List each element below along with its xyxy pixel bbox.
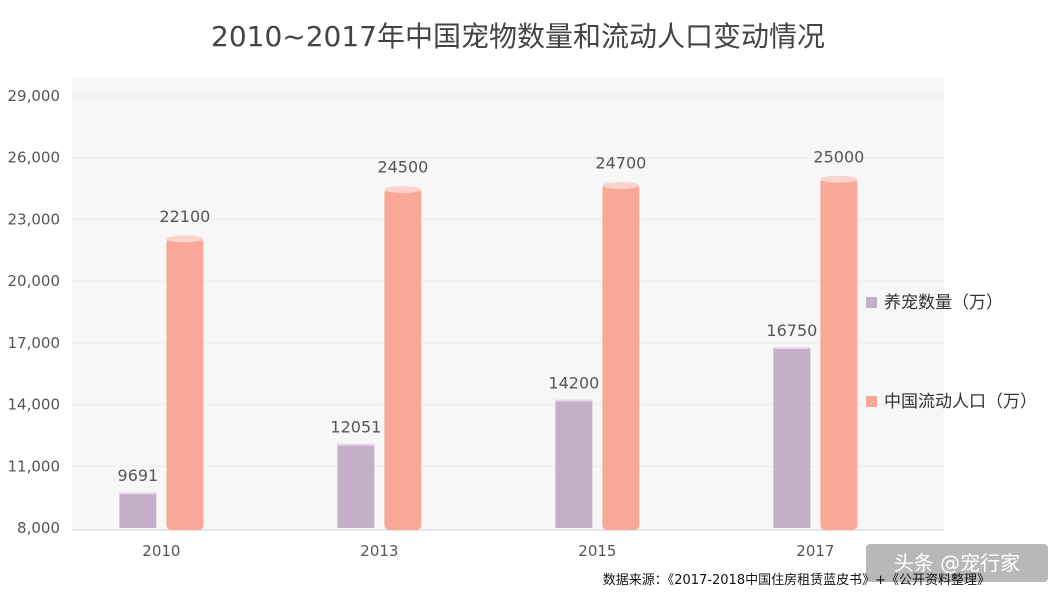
legend-label-0: 养宠数量（万） — [884, 293, 1003, 313]
data-labels: 9691 22100 12051 24500 14200 24700 16750 25000 — [118, 147, 865, 485]
bar-cap-floating-population-2017 — [820, 175, 858, 183]
legend-swatch-1 — [866, 396, 877, 407]
bar-pet-count-2010 — [119, 493, 157, 528]
bar-floating-population-2015 — [602, 184, 640, 530]
data-label-floating-population-2010: 22100 — [159, 207, 210, 226]
bar-pet-count-2013 — [337, 444, 375, 528]
watermark-text: 头条 @宠行家 — [894, 551, 1020, 575]
legend-swatch-0 — [866, 297, 877, 308]
legend-label-1: 中国流动人口（万） — [884, 392, 1037, 412]
data-label-pet-count-2015: 14200 — [548, 373, 599, 392]
bar-pet-count-2017 — [773, 348, 811, 528]
y-tick-label: 23,000 — [8, 210, 61, 228]
x-tick-label: 2010 — [142, 542, 180, 560]
y-tick-label: 20,000 — [8, 272, 61, 290]
bar-cap-floating-population-2015 — [602, 181, 640, 189]
y-tick-label: 8,000 — [17, 519, 60, 537]
data-label-pet-count-2017: 16750 — [766, 321, 817, 340]
y-tick-label: 26,000 — [8, 149, 61, 167]
data-label-pet-count-2010: 9691 — [118, 466, 159, 485]
chart-title: 2010~2017年中国宠物数量和流动人口变动情况 — [211, 20, 825, 53]
bar-floating-population-2013 — [384, 188, 422, 531]
bar-floating-population-2017 — [820, 178, 858, 531]
bar-cap-floating-population-2010 — [166, 235, 204, 243]
bar-floating-population-2010 — [166, 237, 204, 530]
data-label-floating-population-2013: 24500 — [377, 158, 428, 177]
y-axis-ticks: 29,000 26,000 23,000 20,000 17,000 14,000 11,0… — [8, 87, 61, 537]
bar-cap-floating-population-2013 — [384, 186, 422, 194]
y-tick-label: 11,000 — [8, 457, 61, 475]
y-tick-label: 14,000 — [8, 396, 61, 414]
data-label-floating-population-2015: 24700 — [595, 153, 646, 172]
y-tick-label: 17,000 — [8, 334, 61, 352]
watermark-badge: 头条 @宠行家 — [866, 544, 1048, 582]
y-tick-label: 29,000 — [8, 87, 61, 105]
data-label-floating-population-2017: 25000 — [813, 147, 864, 166]
source-note: 数据来源：《2017-2018中国住房租赁蓝皮书》+《公开资料整理》 — [603, 572, 990, 588]
bars — [119, 175, 858, 531]
bar-pet-count-2015 — [555, 400, 593, 528]
legend: 养宠数量（万） 中国流动人口（万） — [866, 293, 1037, 412]
x-tick-label: 2017 — [796, 542, 834, 560]
x-tick-label: 2013 — [360, 542, 398, 560]
data-label-pet-count-2013: 12051 — [330, 418, 381, 437]
x-axis-ticks: 2010 2013 2015 2017 — [142, 542, 834, 560]
x-tick-label: 2015 — [578, 542, 616, 560]
